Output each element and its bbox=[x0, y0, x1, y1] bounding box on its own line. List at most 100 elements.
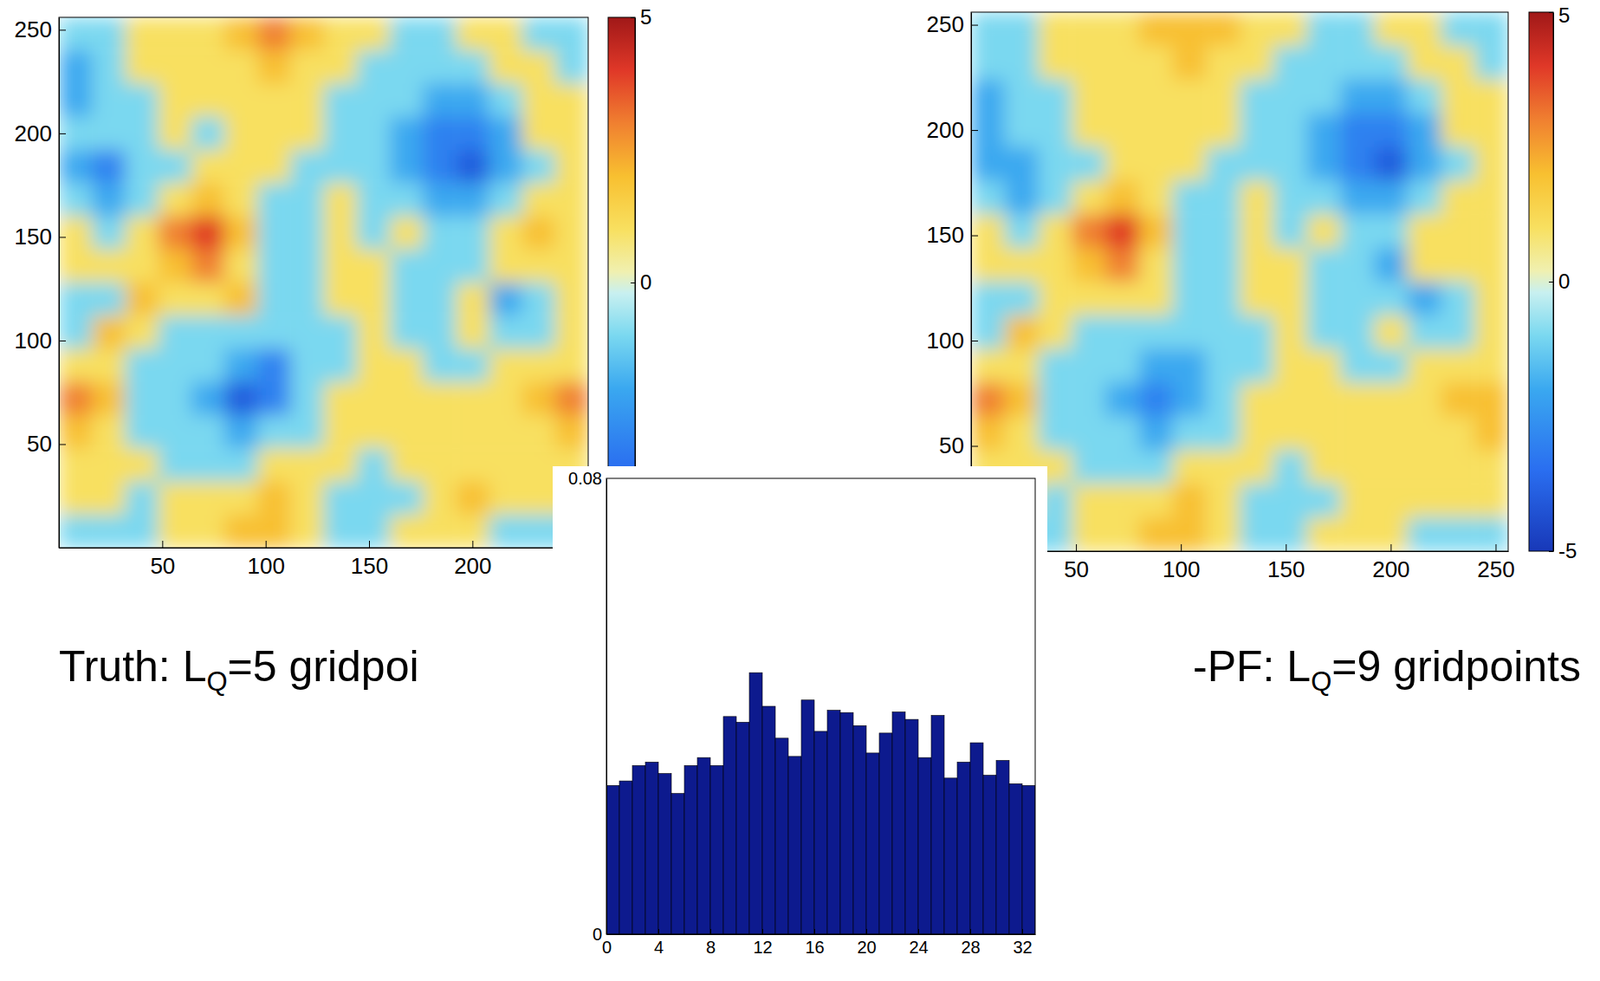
x-tick-label: 50 bbox=[149, 552, 175, 579]
heat-cell bbox=[124, 17, 159, 52]
heat-cell bbox=[1307, 45, 1341, 80]
heat-cell bbox=[1441, 147, 1476, 182]
heat-cell bbox=[1038, 382, 1073, 417]
heat-cell bbox=[1273, 247, 1308, 282]
heat-cell bbox=[191, 349, 226, 383]
heat-cell bbox=[91, 116, 126, 151]
heat-cell bbox=[191, 249, 226, 284]
heat-cell bbox=[1273, 113, 1308, 148]
heat-cell bbox=[1340, 213, 1374, 248]
heat-cell bbox=[971, 281, 1005, 316]
histogram-bar bbox=[970, 742, 984, 934]
heat-cell bbox=[1139, 147, 1173, 182]
heat-cell bbox=[1172, 449, 1207, 484]
heat-cell bbox=[1172, 349, 1207, 383]
heat-cell bbox=[971, 147, 1005, 182]
heat-cell bbox=[1273, 382, 1308, 417]
heat-cell bbox=[290, 249, 324, 284]
y-axis: 00.08 bbox=[568, 468, 607, 944]
heat-cell bbox=[58, 382, 93, 416]
heat-cell bbox=[91, 447, 126, 482]
heat-cell bbox=[555, 282, 589, 317]
colorbar-tick-label: 5 bbox=[1558, 3, 1570, 27]
x-tick-mark bbox=[1180, 544, 1182, 551]
heat-cell bbox=[1474, 147, 1509, 182]
heat-cell bbox=[389, 481, 424, 516]
heat-cell bbox=[1239, 12, 1274, 46]
axis-line bbox=[58, 18, 60, 549]
heat-cell bbox=[1239, 517, 1274, 551]
heat-cell bbox=[356, 249, 391, 284]
heat-cell bbox=[323, 84, 358, 118]
heat-cell bbox=[1038, 147, 1073, 182]
heat-cell bbox=[257, 50, 292, 85]
heat-cell bbox=[1205, 213, 1240, 248]
heat-cell bbox=[488, 50, 523, 85]
heat-cell bbox=[91, 149, 126, 184]
axis-line bbox=[971, 550, 1510, 552]
heat-cell bbox=[522, 481, 557, 516]
heat-cell bbox=[1172, 281, 1207, 316]
y-tick: 200 bbox=[14, 120, 66, 147]
heat-cell bbox=[323, 481, 358, 516]
heat-cell bbox=[1071, 483, 1106, 518]
y-tick-label: 0 bbox=[592, 924, 603, 944]
heat-cell bbox=[356, 481, 391, 516]
heat-cell bbox=[1038, 12, 1073, 46]
histogram-bar bbox=[814, 731, 828, 934]
heat-cell bbox=[1373, 315, 1408, 350]
heat-cell bbox=[191, 116, 226, 151]
x-tick-label: 150 bbox=[350, 552, 389, 579]
heat-cell bbox=[58, 282, 93, 317]
heat-cell bbox=[522, 282, 557, 317]
heat-cell bbox=[323, 315, 358, 350]
heat-cell bbox=[290, 349, 324, 383]
heat-cell bbox=[1340, 517, 1374, 551]
heat-cell bbox=[1105, 517, 1140, 551]
heat-cell bbox=[1474, 349, 1509, 383]
x-tick-mark bbox=[472, 540, 473, 548]
heat-cell bbox=[1038, 281, 1073, 316]
heat-cell bbox=[455, 447, 490, 482]
heat-cell bbox=[1441, 79, 1476, 114]
colorbar-tick-mark bbox=[1548, 550, 1554, 552]
heat-cell bbox=[356, 149, 391, 184]
x-tick-mark bbox=[762, 928, 764, 934]
x-tick: 100 bbox=[1162, 544, 1200, 583]
heat-cell bbox=[224, 315, 259, 350]
x-tick-label: 4 bbox=[654, 937, 664, 957]
heat-cell bbox=[1373, 281, 1408, 316]
heat-cell bbox=[1407, 449, 1442, 484]
heat-cell bbox=[58, 17, 93, 52]
heat-cell bbox=[58, 349, 93, 383]
y-tick: 0 bbox=[592, 924, 607, 944]
x-tick-mark bbox=[1285, 544, 1287, 551]
heat-cell bbox=[158, 182, 193, 217]
heat-cell bbox=[455, 282, 490, 317]
heat-cell bbox=[290, 414, 324, 449]
histogram-bar bbox=[632, 764, 646, 934]
heat-cell bbox=[1004, 113, 1039, 148]
heat-cell bbox=[1172, 416, 1207, 451]
histogram-bar bbox=[736, 721, 750, 934]
heat-cell bbox=[356, 315, 391, 350]
heat-cell bbox=[1340, 79, 1374, 114]
heat-cell bbox=[158, 116, 193, 151]
heat-cell bbox=[455, 349, 490, 383]
heat-cell bbox=[158, 17, 193, 52]
heat-cell bbox=[555, 50, 589, 85]
heat-cell bbox=[1307, 113, 1341, 148]
heat-cell bbox=[1105, 79, 1140, 114]
heat-cell bbox=[191, 17, 226, 52]
heat-cell bbox=[1407, 180, 1442, 214]
x-tick-mark bbox=[970, 928, 972, 934]
heat-cell bbox=[389, 50, 424, 85]
heat-cell bbox=[356, 447, 391, 482]
heat-cell bbox=[58, 182, 93, 217]
heat-cell bbox=[1038, 213, 1073, 248]
heat-cell bbox=[91, 514, 126, 548]
plot-frame bbox=[971, 12, 1509, 551]
heat-cell bbox=[1071, 382, 1106, 417]
heat-cell bbox=[971, 382, 1005, 417]
heat-cell bbox=[522, 182, 557, 217]
